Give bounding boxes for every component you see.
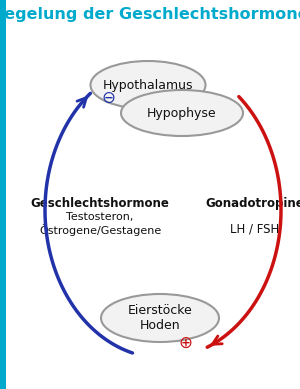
Ellipse shape <box>91 61 206 109</box>
Text: LH / FSH: LH / FSH <box>230 222 280 235</box>
Ellipse shape <box>121 90 243 136</box>
Text: ⊕: ⊕ <box>178 334 192 352</box>
Text: Hypothalamus: Hypothalamus <box>103 79 193 91</box>
Text: Gonadotropine: Gonadotropine <box>206 197 300 210</box>
Text: Eierstöcke
Hoden: Eierstöcke Hoden <box>128 304 192 332</box>
Text: Testosteron,: Testosteron, <box>66 212 134 222</box>
Text: Regelung der Geschlechtshormone: Regelung der Geschlechtshormone <box>0 7 300 21</box>
Text: Geschlechtshormone: Geschlechtshormone <box>31 197 169 210</box>
Bar <box>0 0 6 389</box>
Text: Östrogene/Gestagene: Östrogene/Gestagene <box>39 224 161 236</box>
Ellipse shape <box>101 294 219 342</box>
Text: ⊖: ⊖ <box>101 88 115 106</box>
Text: Hypophyse: Hypophyse <box>147 107 217 119</box>
